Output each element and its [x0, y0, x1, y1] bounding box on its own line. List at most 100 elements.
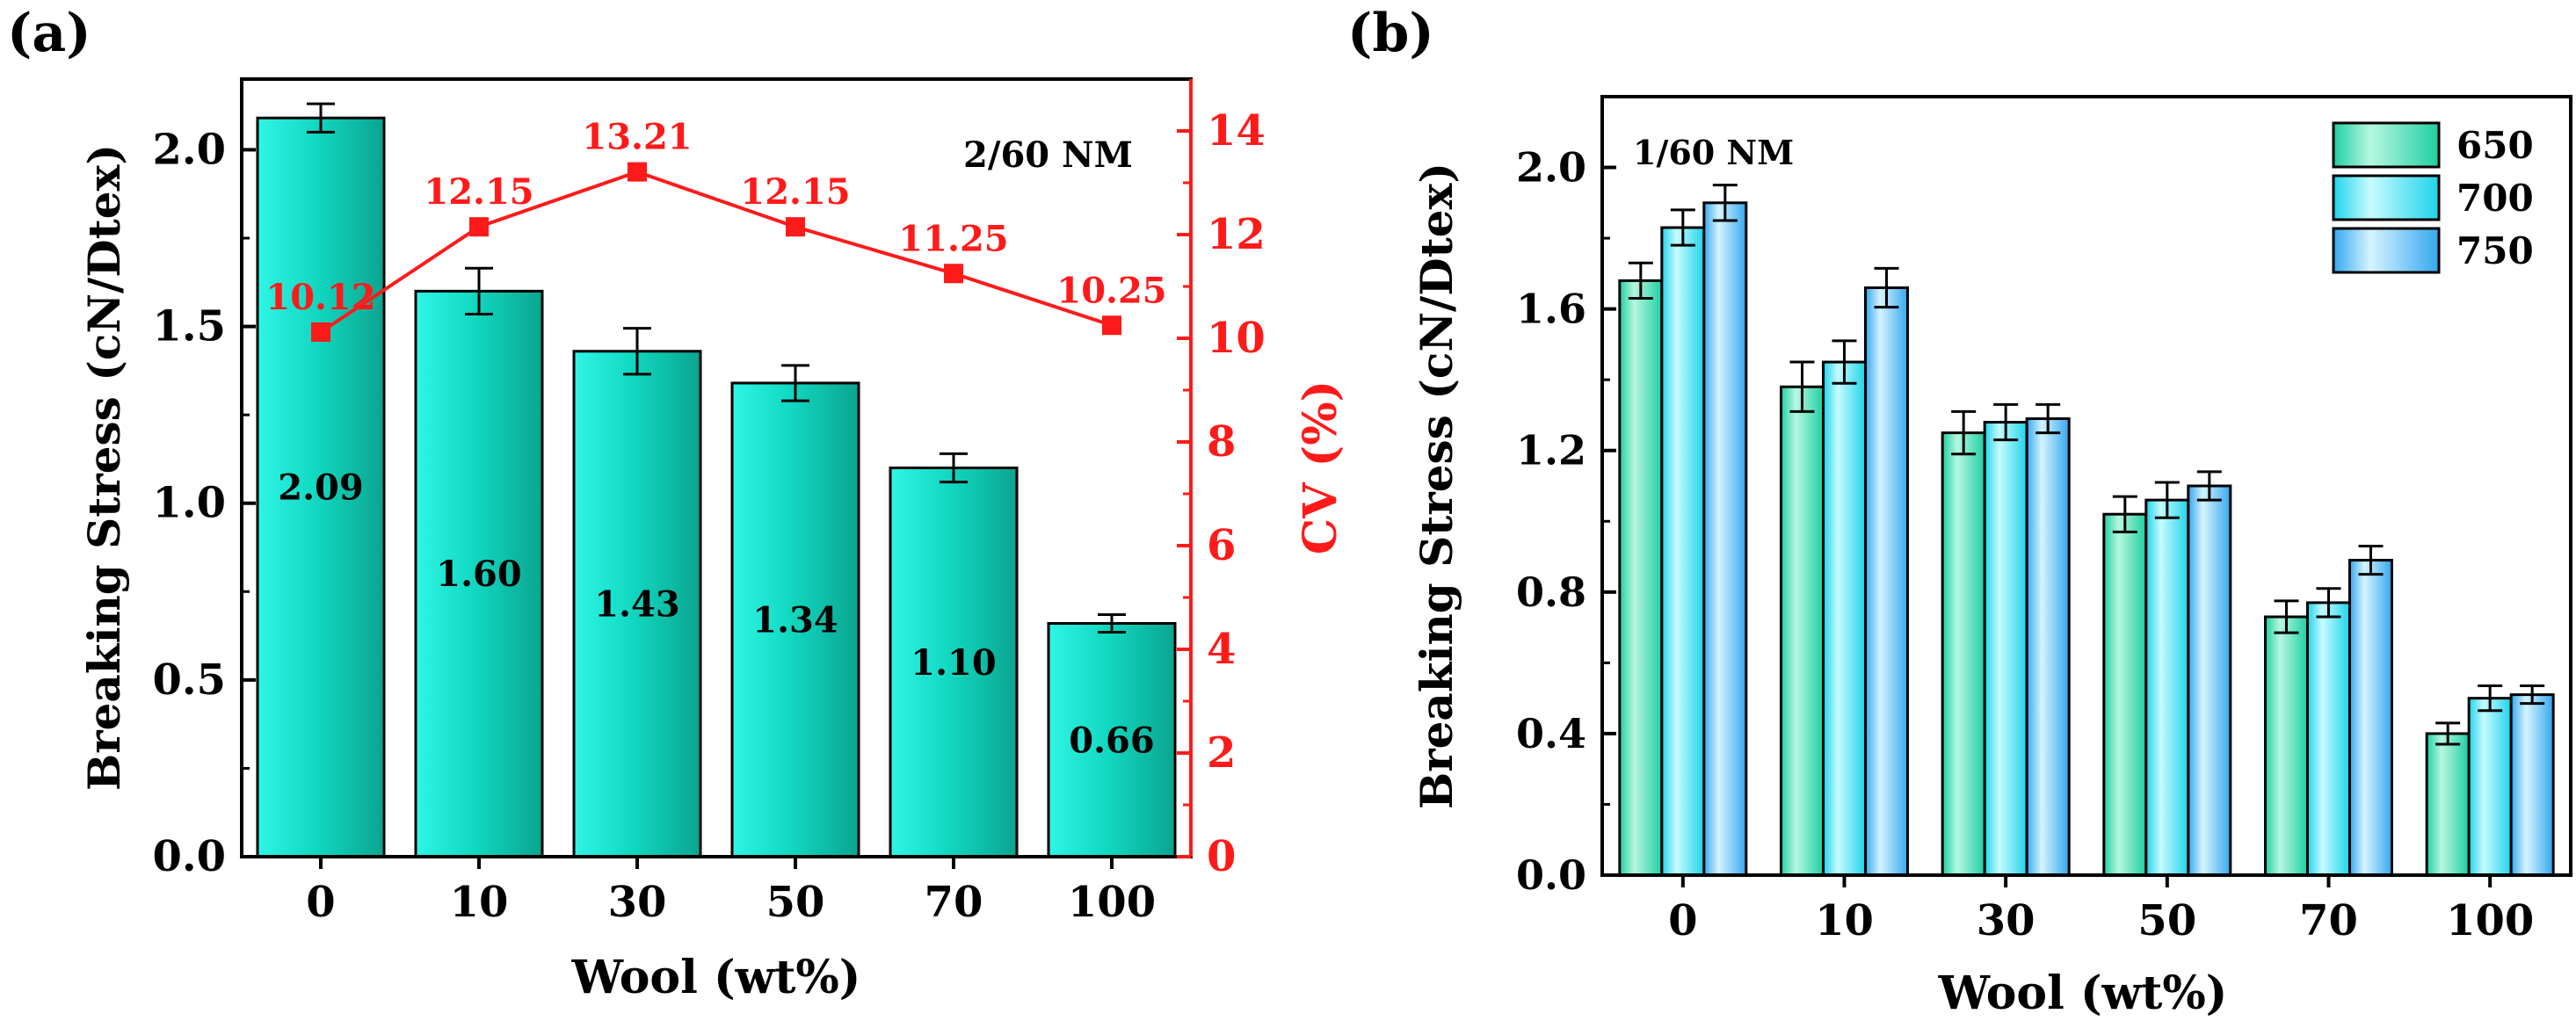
legend-label-750: 750 [2456, 229, 2534, 272]
bar-750-50 [2187, 484, 2232, 877]
cv-value-label-10: 12.15 [424, 171, 533, 213]
bar-650-50 [2102, 512, 2148, 877]
y-tick-label-1.5: 1.5 [152, 302, 226, 351]
bar-650-100 [2425, 732, 2471, 877]
panel-b-error-bars [1628, 184, 2545, 746]
panel-a-bar-labels: 2.09 1.60 1.43 1.34 1.10 0.66 [278, 467, 1154, 762]
y2-tick-label-12: 12 [1207, 210, 1266, 259]
cv-value-label-0: 10.12 [265, 277, 375, 318]
x-tick-label-70: 70 [925, 878, 983, 927]
y-tick-label-0.5: 0.5 [152, 655, 226, 705]
bar-750-0 [1702, 201, 1748, 877]
bar-700-50 [2144, 498, 2190, 877]
panel-b-x-axis-title: Wool (wt%) [1938, 967, 2228, 1020]
y2-tick-label-14: 14 [1207, 106, 1266, 156]
panel-b-bars [1618, 201, 2555, 877]
x-tick-label-10: 10 [1815, 896, 1874, 945]
x-tick-label-50: 50 [2137, 896, 2196, 945]
y-tick-label-0.0: 0.0 [1516, 851, 1586, 899]
bar-700-30 [1983, 421, 2028, 877]
panel-b-label: (b) [1347, 3, 1434, 64]
cv-point-50 [786, 217, 805, 237]
bar-750-30 [2025, 416, 2071, 877]
panel-a-cv-line [311, 162, 1121, 342]
panel-b-y-axis-title: Breaking Stress (cN/Dtex) [1411, 163, 1462, 809]
legend-label-650: 650 [2456, 124, 2534, 167]
panel-b-x-axis: 0 10 30 50 70 100 [1668, 875, 2534, 945]
x-tick-label-100: 100 [1068, 878, 1156, 927]
x-tick-label-50: 50 [766, 878, 825, 927]
y-tick-label-1.0: 1.0 [152, 479, 226, 528]
y2-tick-label-0: 0 [1207, 832, 1236, 881]
legend-label-700: 700 [2456, 177, 2534, 220]
cv-point-0 [311, 322, 330, 342]
panel-b-frame [1600, 95, 2572, 877]
bar-750-10 [1864, 286, 1909, 877]
bar-value-label-10: 1.60 [436, 554, 521, 595]
x-tick-label-70: 70 [2299, 896, 2358, 945]
x-tick-label-0: 0 [306, 878, 335, 927]
panel-a: (a) 2.091.601.43 1.341.100.66 10.1212.151… [7, 3, 1347, 1004]
cv-value-label-50: 12.15 [740, 171, 850, 213]
legend-swatch-750 [2332, 227, 2441, 274]
cv-point-10 [469, 217, 489, 237]
y-tick-label-2.0: 2.0 [152, 125, 226, 174]
bar-750-100 [2509, 693, 2555, 877]
panel-a-right-axis: 0 2 4 6 8 10 12 14 [1177, 106, 1266, 881]
panel-a-error-bars [307, 102, 1126, 634]
y-tick-label-2.0: 2.0 [1516, 144, 1586, 192]
bar-700-70 [2306, 601, 2351, 877]
y-tick-label-1.2: 1.2 [1516, 427, 1586, 474]
bar-10 [414, 289, 544, 858]
bar-650-10 [1780, 385, 1825, 877]
bar-value-label-50: 1.34 [752, 599, 838, 641]
x-tick-label-30: 30 [608, 878, 667, 927]
bar-value-label-70: 1.10 [911, 642, 996, 684]
bar-700-100 [2467, 697, 2513, 877]
x-tick-label-100: 100 [2446, 896, 2534, 945]
cv-value-label-100: 10.25 [1056, 270, 1166, 311]
bar-value-label-0: 2.09 [278, 467, 363, 509]
bar-value-label-100: 0.66 [1069, 720, 1154, 761]
panel-a-cv-labels: 10.12 12.15 13.21 12.15 11.25 10.25 [265, 117, 1166, 318]
legend-swatch-650 [2332, 121, 2441, 169]
x-tick-label-30: 30 [1977, 896, 2035, 945]
cv-value-label-30: 13.21 [582, 117, 692, 158]
bar-50 [730, 381, 860, 858]
bar-650-70 [2264, 615, 2309, 877]
panel-a-bars [256, 116, 1177, 858]
y-tick-label-0.8: 0.8 [1516, 568, 1586, 616]
panel-a-y-axis-title: Breaking Stress (cN/Dtex) [78, 144, 130, 791]
cv-point-70 [944, 264, 963, 284]
y-tick-label-0.0: 0.0 [152, 832, 226, 881]
bar-650-30 [1941, 431, 1986, 877]
panel-a-left-axis: 0.0 0.5 1.0 1.5 2.0 [152, 125, 256, 881]
y-tick-label-1.6: 1.6 [1516, 286, 1586, 333]
cv-point-30 [628, 162, 647, 182]
bar-0 [256, 116, 386, 858]
y2-tick-label-2: 2 [1207, 728, 1236, 778]
cv-value-label-70: 11.25 [898, 218, 1008, 259]
panel-b-legend: 650 700 750 [2332, 121, 2534, 274]
cv-series-line [319, 170, 1113, 334]
x-tick-label-10: 10 [450, 878, 509, 927]
bar-700-10 [1822, 360, 1867, 877]
bar-100 [1047, 622, 1177, 858]
bar-value-label-30: 1.43 [594, 583, 679, 625]
y-tick-label-0.4: 0.4 [1516, 710, 1586, 757]
bar-650-0 [1618, 279, 1664, 877]
y2-tick-label-6: 6 [1207, 521, 1236, 570]
y2-tick-label-8: 8 [1207, 417, 1236, 467]
panel-a-annotation: 2/60 NM [963, 134, 1133, 176]
panel-a-label: (a) [7, 3, 91, 64]
cv-point-100 [1102, 315, 1121, 336]
bar-750-70 [2348, 559, 2393, 877]
y2-tick-label-4: 4 [1207, 625, 1236, 674]
x-tick-label-0: 0 [1668, 896, 1697, 945]
panel-a-x-axis-title: Wool (wt%) [571, 951, 861, 1004]
panel-b-annotation: 1/60 NM [1633, 133, 1794, 172]
panel-b-left-axis: 0.0 0.4 0.8 1.2 1.6 2.0 [1516, 144, 1616, 899]
y2-tick-label-10: 10 [1207, 314, 1266, 363]
legend-swatch-700 [2332, 174, 2441, 221]
